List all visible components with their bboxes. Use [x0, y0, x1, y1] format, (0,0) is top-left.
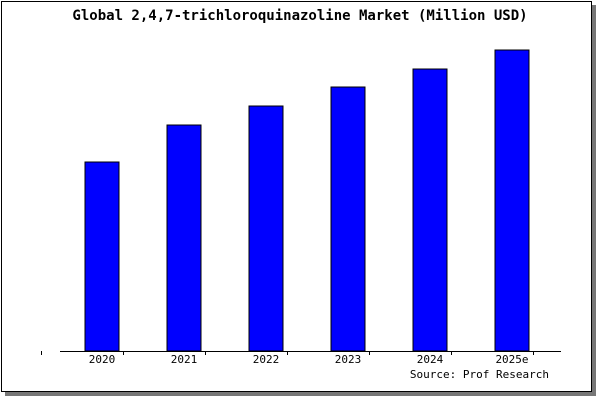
bar — [494, 49, 530, 352]
bar — [412, 68, 448, 352]
bar — [248, 105, 284, 352]
x-tick-label: 2020 — [89, 353, 116, 366]
x-tick-label: 2024 — [417, 353, 444, 366]
chart-title: Global 2,4,7-trichloroquinazoline Market… — [72, 8, 527, 24]
bar — [84, 161, 120, 352]
source-note: Source: Prof Research — [410, 368, 549, 381]
x-tick-label: 2022 — [253, 353, 280, 366]
x-tick-label: 2023 — [335, 353, 362, 366]
bar — [330, 86, 366, 352]
x-tick-label: 2021 — [171, 353, 198, 366]
x-tick-label: 2025e — [495, 353, 528, 366]
bar — [166, 124, 202, 352]
